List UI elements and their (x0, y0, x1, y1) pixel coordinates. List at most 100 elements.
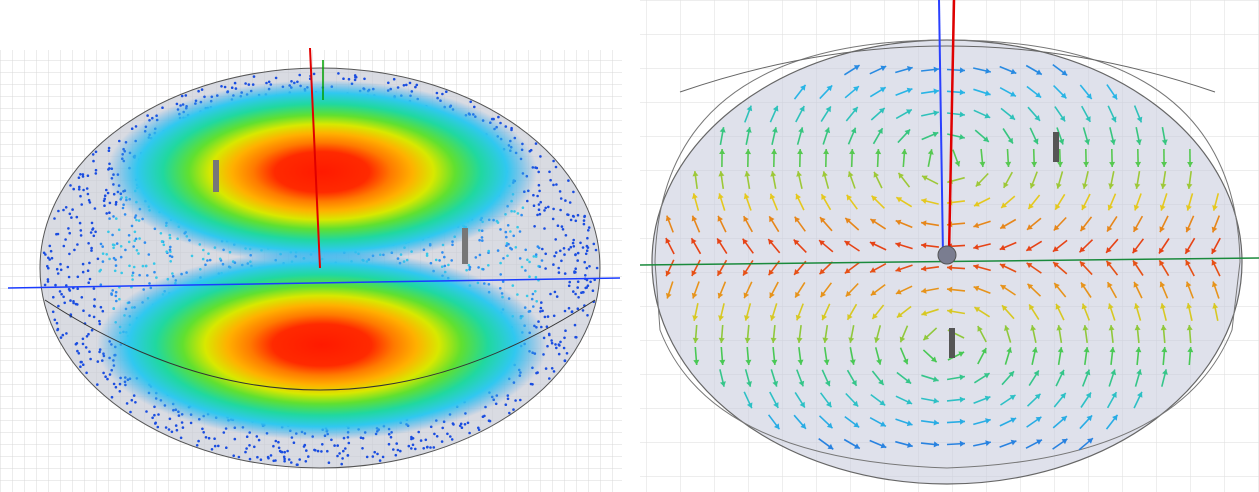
dot (576, 259, 579, 262)
arrow-head (770, 171, 777, 177)
arrow-head (930, 356, 937, 363)
dot (336, 454, 339, 458)
arrow-head (745, 127, 752, 133)
dot (544, 367, 548, 370)
dot (399, 449, 402, 453)
arrow-head (1060, 92, 1067, 99)
dot (537, 170, 540, 174)
dot (558, 344, 561, 347)
arrow-head (870, 290, 877, 296)
dot (49, 249, 53, 253)
dot (573, 323, 577, 327)
arrow-head (770, 337, 777, 343)
arrow-head (1079, 261, 1086, 268)
arrow-head (718, 315, 724, 321)
dot (179, 436, 183, 440)
dot (62, 208, 65, 212)
arrow-head (1185, 281, 1192, 288)
dot (267, 456, 270, 460)
dot (373, 450, 377, 454)
dot (576, 286, 579, 289)
arrow-head (983, 373, 990, 379)
dot (78, 221, 82, 225)
dot (320, 450, 323, 453)
dot (510, 247, 513, 251)
arrow-head (1033, 370, 1039, 377)
arrow-head (796, 337, 803, 343)
dot (392, 448, 395, 451)
dot (180, 421, 184, 424)
arrow-head (743, 292, 750, 299)
arrow-head (871, 195, 878, 202)
arrow-head (1186, 303, 1192, 309)
arrow-head (1136, 116, 1143, 123)
dot (94, 172, 98, 175)
dot (58, 290, 62, 293)
arrow-head (1187, 347, 1194, 353)
arrow-head (1081, 282, 1087, 289)
dot (441, 426, 445, 430)
dot (86, 269, 90, 273)
arrow-head (1211, 248, 1217, 254)
arrow-head (744, 171, 751, 177)
arrow-head (927, 149, 934, 155)
arrow-head (921, 220, 927, 227)
arrow-head (692, 171, 699, 177)
dot (96, 257, 100, 261)
dot (552, 263, 555, 266)
dot (112, 382, 116, 386)
dot (108, 201, 112, 205)
arrow-head (959, 374, 965, 381)
dot (583, 260, 586, 264)
dot (147, 253, 151, 256)
arrow-head (717, 238, 723, 245)
arrow-head (718, 337, 725, 343)
dot (581, 309, 585, 312)
dot (69, 299, 72, 302)
arrow-head (947, 308, 953, 315)
dot (269, 454, 273, 457)
dot (79, 360, 83, 364)
dot (167, 428, 171, 431)
arrow-head (973, 244, 979, 250)
dot (131, 274, 134, 277)
arrow-head (1056, 325, 1063, 331)
arrow-head (973, 285, 980, 292)
arrow-head (904, 129, 911, 136)
dot (217, 444, 220, 448)
arrow-head (896, 197, 903, 203)
dot (201, 427, 204, 431)
dot (68, 212, 72, 216)
arrow-head (717, 270, 723, 276)
dot (441, 251, 444, 254)
arrow-head (880, 421, 886, 427)
dot (168, 236, 172, 240)
dot (576, 251, 580, 255)
arrow-head (985, 440, 991, 447)
dot (47, 266, 50, 270)
arrow-head (1083, 161, 1090, 167)
dot (415, 83, 419, 87)
axis-y (938, 0, 944, 256)
dot (458, 424, 462, 428)
dot (572, 238, 575, 242)
dot (450, 259, 454, 262)
left-panel (0, 47, 622, 492)
arrow-head (1161, 347, 1168, 353)
arrow-head (850, 127, 857, 134)
dot (459, 422, 463, 426)
dot (480, 236, 484, 239)
dot (59, 262, 62, 266)
arrow-head (773, 402, 779, 408)
dot (76, 275, 80, 279)
arrow-head (1087, 438, 1093, 444)
dot (106, 191, 110, 195)
dot (85, 371, 88, 375)
dot (204, 436, 208, 439)
arrow-head (933, 110, 939, 117)
arrow-head (906, 87, 913, 94)
dot (571, 241, 575, 245)
dot (528, 275, 531, 279)
arrow-head (1162, 369, 1168, 375)
